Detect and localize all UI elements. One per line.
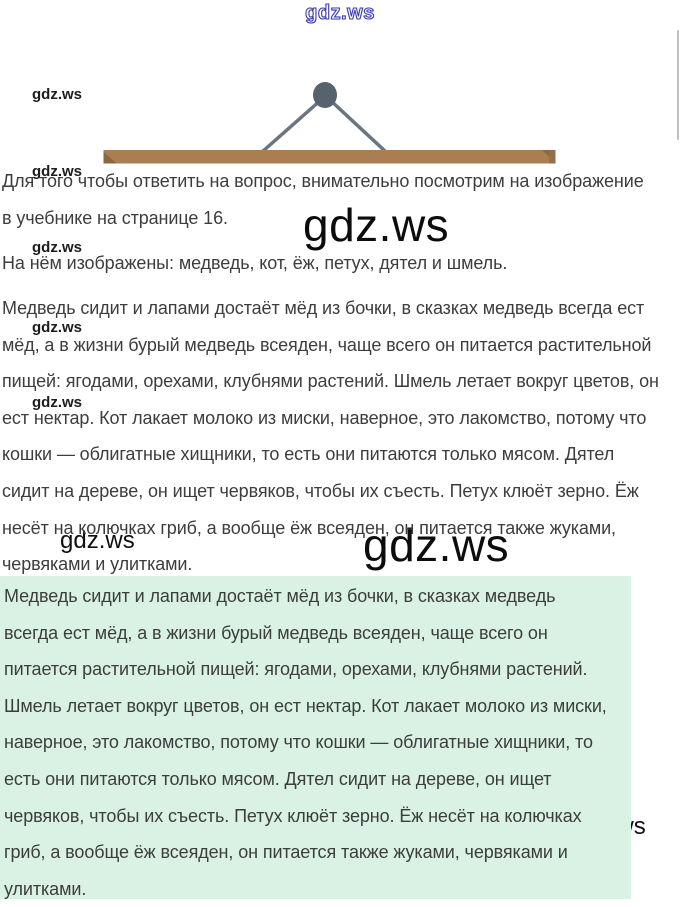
text-line: Шмель летает вокруг цветов, он ест некта… <box>4 695 607 716</box>
frame-corner-left <box>103 152 117 164</box>
text-line: гриб, а вообще ёж всеяден, он питается т… <box>4 842 568 863</box>
text-line: несёт на колючках гриб, а вообще ёж всея… <box>2 517 616 538</box>
text-line: улитками. <box>4 878 87 899</box>
text-line: Медведь сидит и лапами достаёт мёд из бо… <box>4 586 556 606</box>
text-line: всегда ест мёд, а в жизни бурый медведь … <box>4 622 548 643</box>
text-line: пищей: ягодами, орехами, клубнями растен… <box>2 371 659 392</box>
wire-right <box>327 97 388 154</box>
nail-icon <box>313 82 337 108</box>
text-line: есть они питаются только мясом. Дятел си… <box>4 768 552 789</box>
watermark: gdz.ws <box>32 86 83 103</box>
frame-cap-right <box>549 150 556 164</box>
answer-body-paragraph: Медведь сидит и лапами достаёт мёд из бо… <box>2 290 678 583</box>
text-line: ест нектар. Кот лакает молоко из миски, … <box>2 407 647 428</box>
site-logo: gdz.ws <box>305 1 375 24</box>
text-line: кошки — облигатные хищники, то есть они … <box>2 444 615 465</box>
wire-left <box>260 97 324 154</box>
highlighted-answer-box: Медведь сидит и лапами достаёт мёд из бо… <box>0 576 631 899</box>
text-line: Медведь сидит и лапами достаёт мёд из бо… <box>2 298 645 318</box>
frame-top-bar <box>103 150 556 164</box>
text-line: червяков, чтобы их съесть. Петух клюёт з… <box>4 805 582 826</box>
text-line: На нём изображены: медведь, кот, ёж, пет… <box>2 253 508 273</box>
text-line: в учебнике на странице 16. <box>2 207 228 228</box>
text-line: червяками и улитками. <box>2 554 193 575</box>
text-line: питается растительной пищей: ягодами, ор… <box>4 659 588 680</box>
text-line: мёд, а в жизни бурый медведь всеяден, ча… <box>2 334 652 355</box>
scrollbar[interactable] <box>676 0 680 899</box>
text-line: наверное, это лакомство, потому что кошк… <box>4 732 593 753</box>
text-line: Для того чтобы ответить на вопрос, внима… <box>2 171 644 191</box>
text-line: сидит на дереве, он ищет червяков, чтобы… <box>2 480 639 501</box>
scrollbar-thumb[interactable] <box>677 30 679 140</box>
answer-depicted-paragraph: На нём изображены: медведь, кот, ёж, пет… <box>2 245 678 282</box>
answer-intro-paragraph: Для того чтобы ответить на вопрос, внима… <box>2 163 678 236</box>
hanging-frame-illustration <box>103 82 556 164</box>
